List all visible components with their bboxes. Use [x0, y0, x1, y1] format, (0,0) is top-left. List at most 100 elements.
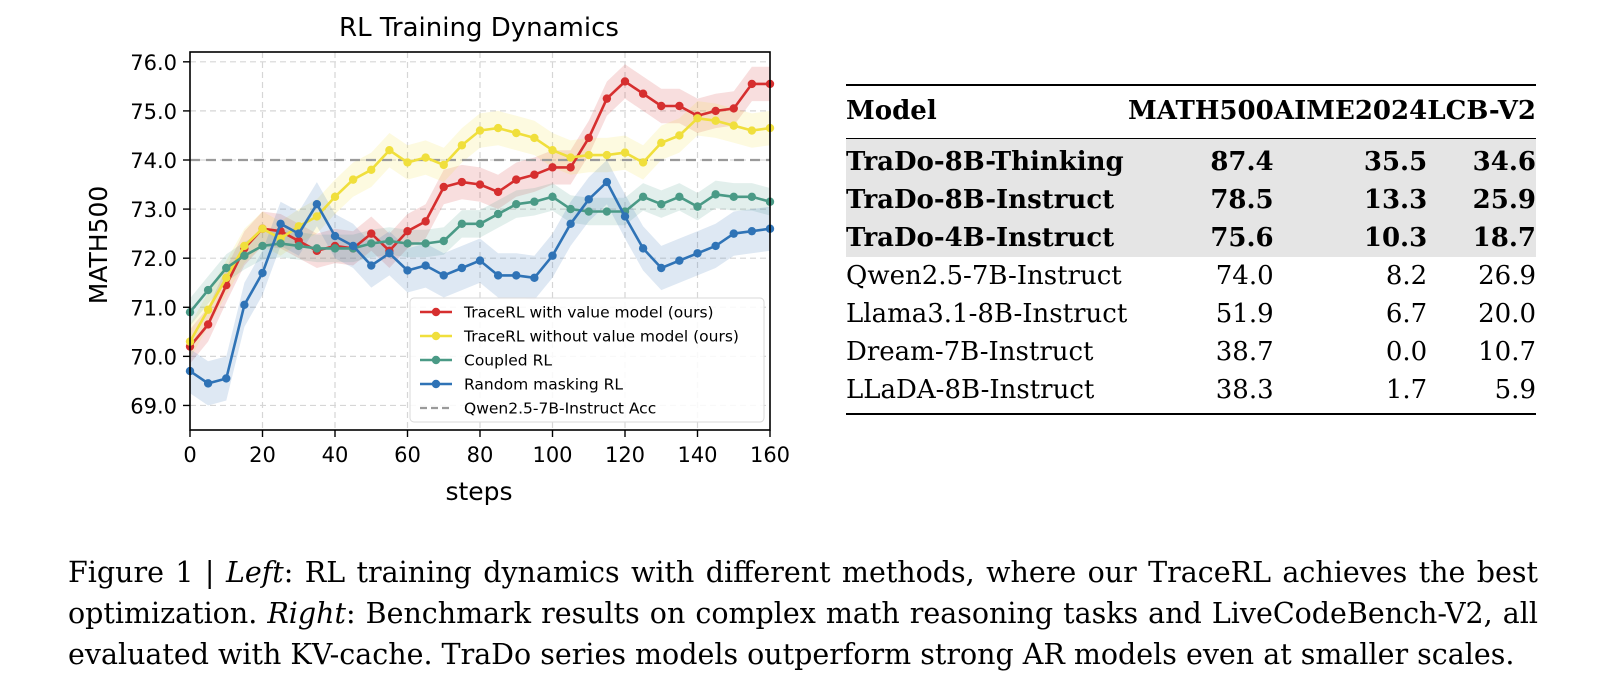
- series-point-0: [530, 170, 539, 179]
- x-tick-label: 120: [605, 443, 645, 467]
- series-point-3: [747, 226, 757, 236]
- series-point-2: [367, 239, 376, 248]
- series-point-2: [403, 239, 412, 248]
- series-point-1: [439, 160, 448, 170]
- series-point-3: [294, 229, 303, 238]
- series-point-1: [240, 241, 249, 251]
- header-aime2024: AIME2024: [1273, 84, 1428, 139]
- series-point-1: [548, 145, 557, 155]
- y-tick-label: 73.0: [130, 198, 177, 222]
- series-point-0: [203, 320, 213, 329]
- y-axis-ticks: 69.0 70.0 71.0 72.0 73.0 74.0 75.0 76.0: [130, 51, 190, 418]
- cell-model: Dream-7B-Instruct: [846, 337, 1094, 367]
- series-point-3: [620, 212, 630, 221]
- cell-lcb: 10.7: [1478, 337, 1536, 367]
- legend-label: Qwen2.5-7B-Instruct Acc: [464, 400, 656, 418]
- series-point-3: [348, 241, 358, 251]
- series-point-3: [475, 256, 485, 265]
- y-tick-label: 76.0: [130, 51, 177, 75]
- x-tick-label: 140: [677, 443, 717, 467]
- x-tick-label: 80: [467, 443, 494, 467]
- series-point-0: [512, 175, 521, 184]
- series-point-1: [620, 148, 630, 157]
- series-point-1: [403, 158, 412, 167]
- series-point-2: [512, 199, 521, 209]
- series-point-3: [330, 231, 340, 241]
- cell-aime2024: 35.5: [1273, 138, 1428, 181]
- cell-lcb: 34.6: [1427, 138, 1536, 181]
- cell-lcb: 25.9: [1427, 181, 1536, 219]
- cell-model: TraDo-8B-Thinking: [846, 138, 1128, 181]
- series-point-2: [657, 199, 666, 209]
- series-point-0: [638, 89, 648, 98]
- y-tick-label: 72.0: [130, 247, 177, 271]
- table-row: Qwen2.5-7B-Instruct 74.0 8.2 26.9: [846, 257, 1536, 295]
- series-point-3: [385, 249, 394, 258]
- series-point-2: [747, 192, 757, 202]
- cell-model: Qwen2.5-7B-Instruct: [846, 261, 1122, 291]
- series-point-2: [439, 236, 448, 246]
- x-tick-label: 40: [322, 443, 349, 467]
- header-math500: MATH500: [1127, 84, 1274, 139]
- series-point-1: [638, 158, 648, 167]
- series-point-0: [747, 79, 757, 89]
- series-point-3: [693, 249, 702, 258]
- y-axis-label: MATH500: [84, 186, 113, 305]
- table-row: TraDo-8B-Instruct 78.5 13.3 25.9: [846, 181, 1536, 219]
- series-point-3: [638, 244, 648, 253]
- series-point-0: [675, 101, 684, 111]
- series-band-1: [190, 101, 770, 359]
- caption-right-text: : Benchmark results on complex math reas…: [68, 597, 1538, 671]
- series-point-1: [657, 138, 666, 148]
- series-point-2: [276, 239, 285, 248]
- series-point-2: [385, 236, 394, 246]
- y-tick-label: 71.0: [130, 296, 177, 320]
- series-point-0: [457, 177, 467, 187]
- series-point-2: [693, 202, 702, 211]
- cell-math500: 51.9: [1215, 299, 1274, 329]
- cell-math500: 38.7: [1215, 337, 1274, 367]
- cell-lcb: 5.9: [1427, 371, 1536, 415]
- series-point-1: [203, 305, 213, 314]
- cell-aime2024: 6.7: [1385, 299, 1428, 329]
- series-point-1: [675, 131, 684, 140]
- legend-label: Random masking RL: [464, 376, 623, 394]
- series-point-0: [367, 229, 376, 238]
- series-point-1: [747, 126, 757, 135]
- cell-model: Llama3.1-8B-Instruct: [846, 299, 1128, 329]
- series-point-2: [330, 244, 340, 253]
- x-tick-label: 60: [394, 443, 421, 467]
- series-point-3: [675, 256, 684, 265]
- series-point-3: [222, 374, 231, 383]
- series-point-3: [566, 219, 575, 229]
- series-point-2: [222, 263, 231, 273]
- series-point-0: [548, 163, 557, 172]
- series-point-2: [258, 241, 267, 251]
- series-point-3: [457, 263, 467, 273]
- series-point-0: [566, 163, 575, 172]
- cell-model: TraDo-8B-Instruct: [846, 181, 1128, 219]
- series-point-3: [203, 379, 213, 388]
- cell-lcb: 18.7: [1427, 219, 1536, 257]
- series-point-0: [729, 104, 738, 113]
- y-tick-label: 75.0: [130, 100, 177, 124]
- y-tick-label: 69.0: [130, 394, 177, 418]
- series-point-1: [312, 212, 322, 221]
- series-point-3: [602, 177, 612, 187]
- series-point-1: [330, 192, 340, 202]
- caption-left-text: : RL training dynamics with different me…: [68, 556, 1538, 630]
- series-point-1: [493, 123, 503, 133]
- series-point-3: [729, 229, 738, 238]
- legend-box: [409, 297, 765, 423]
- series-point-3: [548, 251, 557, 260]
- series-point-2: [548, 192, 557, 202]
- series-point-2: [294, 241, 303, 251]
- series-point-1: [584, 150, 593, 160]
- series-point-2: [638, 192, 648, 202]
- cell-lcb: 26.9: [1478, 261, 1536, 291]
- cell-math500: 87.4: [1127, 138, 1274, 181]
- series-point-1: [602, 150, 612, 160]
- y-tick-label: 74.0: [130, 149, 177, 173]
- series-point-0: [657, 101, 666, 111]
- cell-aime2024: 1.7: [1273, 371, 1428, 415]
